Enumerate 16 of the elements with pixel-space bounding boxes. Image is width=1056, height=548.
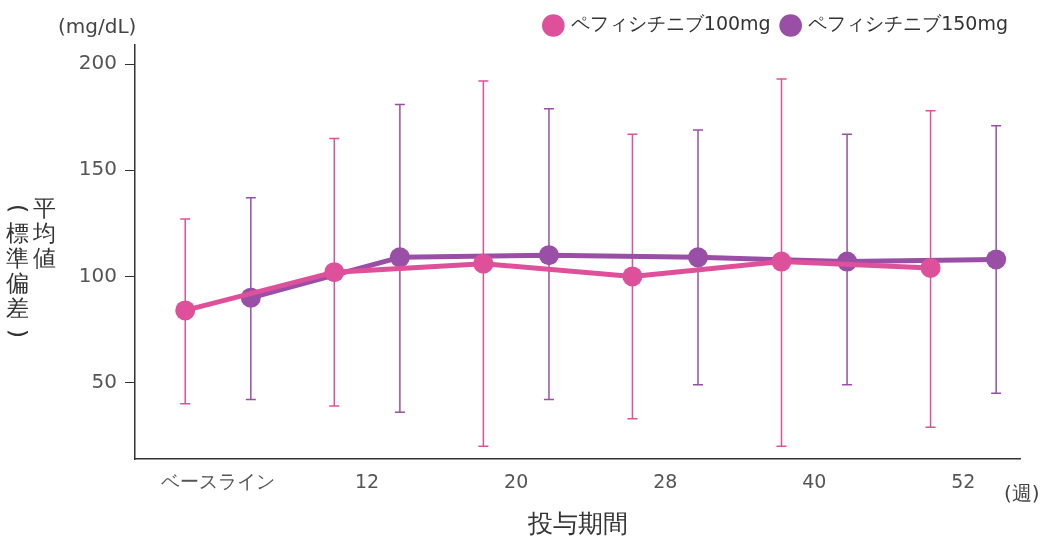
- y-tick-label: 50: [91, 368, 117, 393]
- legend-label: ペフィシチニブ100mg: [570, 12, 771, 35]
- y-tick-label: 200: [78, 50, 117, 75]
- y-tick-label: 150: [78, 156, 117, 181]
- x-tick-label: 20: [504, 470, 529, 493]
- x-tick-label: 52: [951, 470, 976, 493]
- text: 平均値(標準偏差): [4, 195, 56, 338]
- x-tick-label: 12: [355, 470, 380, 493]
- x-tick-label: 28: [653, 470, 678, 493]
- text: (週): [1004, 481, 1040, 506]
- x-tick-label: 40: [802, 470, 827, 493]
- x-axis-title: 投与期間: [526, 508, 628, 538]
- text: (mg/dL): [58, 14, 137, 39]
- legend-label: ペフィシチニブ150mg: [808, 12, 1009, 35]
- x-tick-label: ベースライン: [161, 470, 276, 493]
- y-tick-label: 100: [78, 262, 117, 287]
